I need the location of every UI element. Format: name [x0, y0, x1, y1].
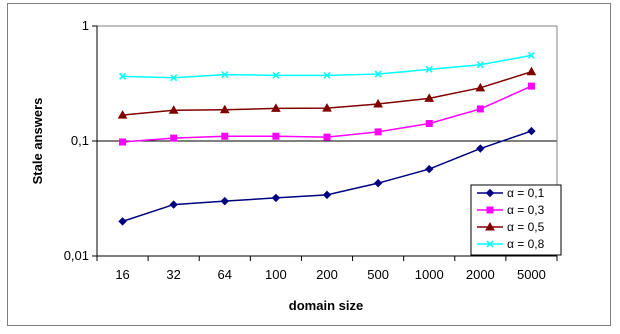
legend-marker: [486, 240, 494, 248]
data-point: [527, 51, 535, 59]
data-point: [476, 144, 485, 153]
data-point: [424, 93, 435, 102]
data-point: [527, 126, 536, 136]
data-point: [119, 72, 127, 80]
legend-marker: [485, 221, 495, 231]
data-point: [272, 132, 280, 140]
data-point: [373, 178, 383, 188]
data-point: [170, 134, 178, 142]
data-point: [170, 74, 178, 82]
x-tick-label: 64: [218, 267, 232, 282]
series-layer: [117, 51, 537, 226]
x-axis-title: domain size: [289, 298, 363, 313]
x-tick-label: 2000: [466, 267, 495, 282]
series-3: [117, 66, 537, 119]
legend: α = 0,1 α = 0,3 α = 0,5 α = 0,8: [470, 184, 562, 256]
legend-label: α = 0,8: [507, 237, 545, 251]
x-tick-label: 1000: [415, 267, 444, 282]
legend-label: α = 0,1: [507, 186, 545, 200]
series-4: [119, 51, 535, 82]
y-axis-title: Stale answers: [30, 98, 45, 185]
legend-entry: α = 0,8: [477, 237, 545, 251]
axis-layer: 0,01 0,1 1 16 32 64 100 200 500 1000 2000 5000: [64, 18, 558, 282]
y-tick-label: 0,1: [71, 133, 89, 148]
y-tick-label: 0,01: [64, 248, 89, 263]
legend-label: α = 0,3: [507, 203, 545, 217]
data-point: [374, 128, 382, 136]
x-tick-label: 200: [316, 267, 338, 282]
data-point: [219, 104, 230, 114]
legend-entry: α = 0,3: [477, 203, 545, 217]
data-point: [272, 71, 280, 79]
data-point: [220, 196, 229, 206]
series-line: [122, 130, 532, 223]
data-point: [374, 70, 382, 78]
data-point: [271, 103, 281, 112]
x-tick-label: 32: [166, 267, 180, 282]
data-point: [119, 138, 127, 146]
legend-marker: [485, 188, 495, 198]
data-point: [373, 98, 383, 108]
data-point: [118, 217, 127, 226]
data-point: [169, 200, 178, 209]
data-point: [322, 190, 332, 200]
data-point: [425, 119, 433, 127]
data-point: [323, 133, 331, 141]
y-tick-label: 1: [82, 18, 89, 33]
chart-frame: [7, 3, 611, 326]
data-point: [323, 71, 331, 79]
data-point: [475, 82, 486, 92]
x-tick-label: 16: [115, 267, 129, 282]
data-point: [425, 65, 433, 73]
legend-label: α = 0,5: [507, 220, 545, 234]
series-1: [118, 126, 536, 226]
data-point: [271, 193, 281, 203]
series-2: [119, 82, 535, 146]
legend-entry: α = 0,5: [477, 220, 545, 234]
series-line: [122, 85, 532, 143]
data-point: [527, 82, 535, 90]
data-point: [117, 110, 128, 119]
data-point: [476, 61, 484, 69]
data-point: [476, 105, 484, 113]
data-point: [526, 66, 537, 76]
data-point: [425, 164, 434, 174]
data-point: [221, 71, 229, 79]
data-point: [221, 132, 229, 140]
legend-entry: α = 0,1: [477, 186, 545, 200]
x-tick-label: 100: [265, 267, 287, 282]
x-tick-label: 5000: [517, 267, 546, 282]
x-tick-label: 500: [367, 267, 389, 282]
legend-marker: [486, 206, 494, 214]
data-point: [168, 105, 179, 114]
legend-box: [470, 184, 562, 256]
data-point: [322, 103, 332, 112]
